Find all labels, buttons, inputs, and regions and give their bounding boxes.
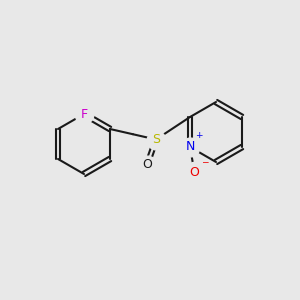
Text: O: O [190, 166, 200, 179]
Text: +: + [195, 131, 203, 140]
Text: N: N [185, 140, 195, 154]
Text: S: S [152, 133, 160, 146]
Text: F: F [80, 107, 88, 121]
Text: −: − [200, 158, 208, 166]
Text: O: O [142, 158, 152, 172]
